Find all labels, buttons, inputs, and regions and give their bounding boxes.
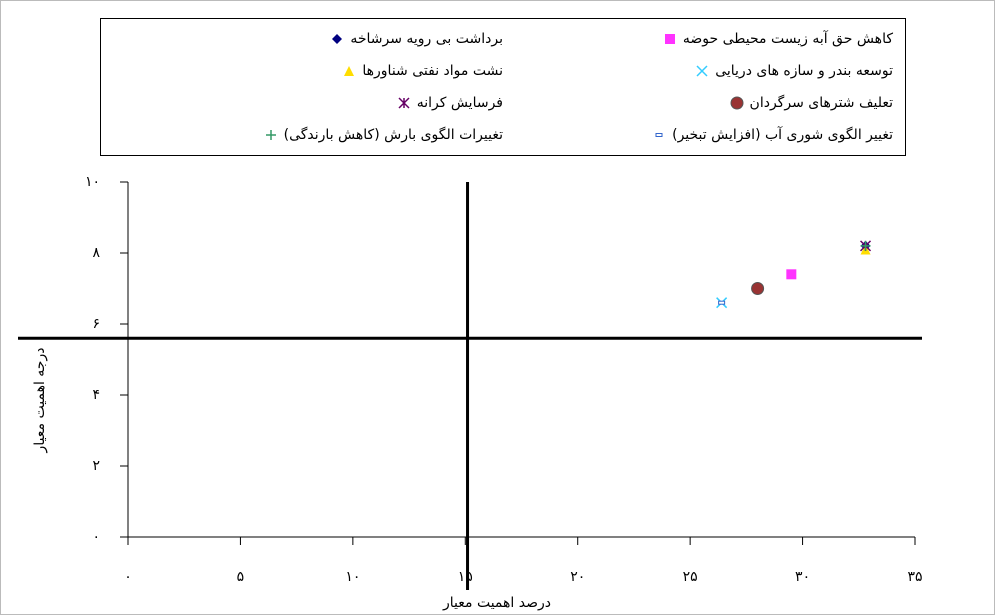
marker — [730, 96, 744, 110]
legend-marker — [730, 96, 744, 110]
legend-marker — [398, 97, 410, 109]
marker — [860, 240, 871, 251]
marker — [265, 130, 276, 140]
legend-marker — [655, 133, 663, 137]
x-tick-label: ۱۵ — [458, 569, 473, 585]
legend-entry: برداشت بی رویه سرشاخه — [113, 23, 503, 55]
marker — [655, 133, 663, 137]
legend-entry: تعلیف شترهای سرگردان — [503, 87, 893, 119]
marker — [398, 97, 410, 109]
x-tick-label: ۲۵ — [683, 569, 698, 585]
y-axis-label: درجه اهمیت معیار — [32, 348, 48, 454]
marker — [718, 300, 726, 305]
legend-entry: تغییر الگوی شوری آب (افزایش تبخیر) — [503, 119, 893, 151]
legend-label: تغییر الگوی شوری آب (افزایش تبخیر) — [672, 127, 893, 143]
y-tick-label: ۰ — [92, 529, 100, 545]
marker — [344, 66, 355, 76]
y-tick-label: ۴ — [92, 387, 100, 403]
legend-entry: کاهش حق آبه زیست محیطی حوضه — [503, 23, 893, 55]
legend-marker — [265, 130, 276, 140]
x-axis-label: درصد اهمیت معیار — [442, 595, 551, 611]
legend-label: نشت مواد نفتی شناورها — [362, 63, 503, 79]
legend-label: فرسایش کرانه — [416, 95, 503, 111]
legend-marker — [664, 34, 675, 44]
legend-entry: تغییرات الگوی بارش (کاهش بارندگی) — [113, 119, 503, 151]
y-tick-label: ۱۰ — [85, 174, 100, 190]
legend-label: کاهش حق آبه زیست محیطی حوضه — [682, 31, 893, 47]
x-tick-label: ۰ — [124, 569, 132, 585]
marker — [696, 65, 708, 77]
y-tick-label: ۲ — [92, 458, 100, 474]
marker — [664, 34, 675, 44]
legend-label: توسعه بندر و سازه های دریایی — [715, 63, 893, 79]
legend-marker — [332, 34, 343, 44]
legend-label: برداشت بی رویه سرشاخه — [350, 31, 503, 47]
legend-label: تغییرات الگوی بارش (کاهش بارندگی) — [283, 127, 503, 143]
x-tick-label: ۱۰ — [345, 569, 360, 585]
marker — [751, 282, 765, 295]
x-tick-label: ۳۰ — [795, 569, 810, 585]
legend: کاهش حق آبه زیست محیطی حوضه برداشت بی روی… — [100, 18, 906, 156]
legend-marker — [696, 65, 708, 77]
legend-label: تعلیف شترهای سرگردان — [749, 95, 893, 111]
legend-entry: توسعه بندر و سازه های دریایی — [503, 55, 893, 87]
x-tick-label: ۲۰ — [570, 569, 585, 585]
legend-marker — [344, 66, 355, 76]
x-tick-label: ۳۵ — [907, 569, 922, 585]
legend-entry: فرسایش کرانه — [113, 87, 503, 119]
y-tick-label: ۸ — [92, 245, 100, 261]
marker — [786, 269, 797, 280]
legend-entry: نشت مواد نفتی شناورها — [113, 55, 503, 87]
marker — [332, 34, 343, 44]
x-tick-label: ۵ — [237, 569, 245, 585]
y-tick-label: ۶ — [92, 316, 100, 332]
